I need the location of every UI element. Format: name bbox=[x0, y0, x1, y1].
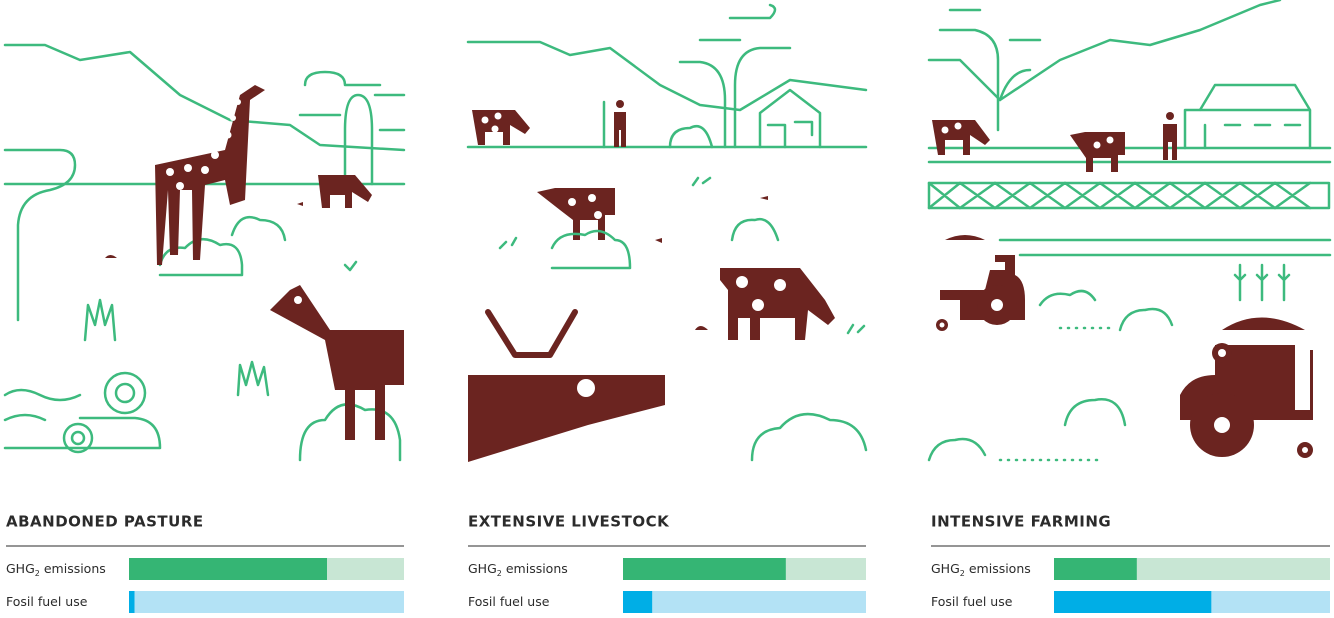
bar bbox=[1054, 591, 1211, 613]
metric-label: Fosil fuel use bbox=[6, 594, 88, 609]
label-part: emissions bbox=[40, 561, 106, 576]
bar-track bbox=[623, 591, 866, 613]
metric-label: GHG2 emissions bbox=[931, 561, 1031, 578]
illustration-extensive-livestock bbox=[468, 5, 866, 462]
panel-title: INTENSIVE FARMING bbox=[931, 513, 1111, 531]
label-part: Fosil fuel use bbox=[468, 594, 550, 609]
infographic: ABANDONED PASTURE GHG2 emissions Fosil fue… bbox=[0, 0, 1334, 618]
panel-title: EXTENSIVE LIVESTOCK bbox=[468, 513, 670, 531]
bar bbox=[129, 558, 327, 580]
label-part: Fosil fuel use bbox=[931, 594, 1013, 609]
metric-label: Fosil fuel use bbox=[468, 594, 550, 609]
label-part: Fosil fuel use bbox=[6, 594, 88, 609]
illustration-abandoned-pasture bbox=[5, 45, 404, 460]
label-part: GHG bbox=[931, 561, 960, 576]
metric-label: GHG2 emissions bbox=[468, 561, 568, 578]
panel-title: ABANDONED PASTURE bbox=[6, 513, 204, 531]
bar bbox=[1054, 558, 1137, 580]
label-part: GHG bbox=[6, 561, 35, 576]
label-part: emissions bbox=[965, 561, 1031, 576]
bar bbox=[623, 591, 652, 613]
bar bbox=[623, 558, 786, 580]
metric-label: Fosil fuel use bbox=[931, 594, 1013, 609]
bar bbox=[129, 591, 135, 613]
bar-track bbox=[129, 591, 404, 613]
label-part: emissions bbox=[502, 561, 568, 576]
illustration-intensive-farming bbox=[929, 0, 1330, 460]
label-part: GHG bbox=[468, 561, 497, 576]
metric-label: GHG2 emissions bbox=[6, 561, 106, 578]
